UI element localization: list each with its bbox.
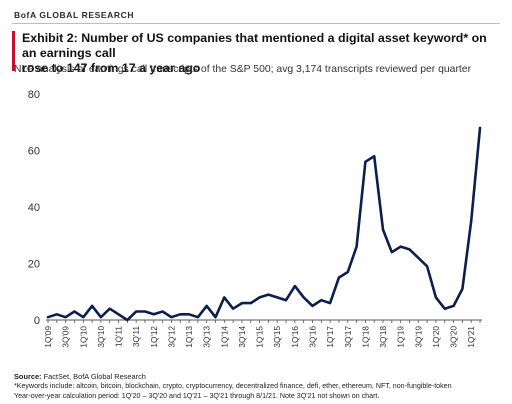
source-note: Source: FactSet, BofA Global Research	[14, 372, 146, 381]
source-label: Source:	[14, 372, 42, 381]
exhibit-title: Exhibit 2: Number of US companies that m…	[22, 31, 502, 76]
x-tick-label: 3Q'18	[379, 326, 388, 348]
x-tick-label: 1Q'20	[432, 326, 441, 348]
x-tick-label: 3Q'16	[308, 326, 317, 348]
x-tick-label: 1Q'11	[115, 326, 124, 347]
x-tick-label: 3Q'10	[97, 326, 106, 348]
x-tick-label: 3Q'11	[132, 326, 141, 347]
header-divider	[12, 23, 500, 24]
y-tick-label: 80	[28, 89, 40, 101]
x-tick-label: 1Q'14	[220, 326, 229, 348]
x-tick-label: 1Q'13	[185, 326, 194, 348]
x-tick-label: 1Q'16	[291, 326, 300, 348]
keywords-footnote: *Keywords include: altcoin, bitcoin, blo…	[14, 382, 452, 390]
line-chart: 0 20 40 60 80 1Q'09 3Q'09 1Q'10 3Q'10 1Q'11 3Q'11…	[28, 89, 482, 348]
x-tick-label: 1Q'12	[150, 326, 159, 348]
y-axis: 0 20 40 60 80	[28, 89, 40, 327]
title-accent-bar	[12, 31, 15, 71]
source-text: FactSet, BofA Global Research	[41, 372, 146, 381]
x-tick-label: 3Q'15	[273, 326, 282, 348]
x-tick-label: 1Q'15	[256, 326, 265, 348]
x-tick-label: 3Q'12	[167, 326, 176, 348]
x-tick-label: 1Q'18	[361, 326, 370, 348]
y-tick-label: 20	[28, 259, 40, 271]
x-tick-label: 3Q'14	[238, 326, 247, 348]
x-tick-label: 3Q'20	[450, 326, 459, 348]
exhibit-subtitle: NLP analysis of earnings call transcript…	[14, 64, 472, 75]
x-tick-label: 1Q'10	[79, 326, 88, 348]
exhibit-title-block: Exhibit 2: Number of US companies that m…	[12, 31, 502, 76]
y-tick-label: 60	[28, 146, 40, 158]
y-tick-label: 40	[28, 202, 40, 214]
x-tick-label: 1Q'21	[467, 326, 476, 348]
x-tick-label: 1Q'19	[397, 326, 406, 348]
exhibit-title-line-2: rose to 147 from 17 a year ago	[22, 61, 201, 75]
x-tick-label: 3Q'19	[414, 326, 423, 348]
x-tick-label: 1Q'17	[326, 326, 335, 348]
x-tick-label: 3Q'09	[62, 326, 71, 348]
x-tick-label: 1Q'09	[44, 326, 53, 348]
calculation-footnote: Year-over-year calculation period: 1Q'20…	[14, 392, 380, 400]
brand-label: BofA GLOBAL RESEARCH	[14, 10, 135, 20]
exhibit-title-line-1: Exhibit 2: Number of US companies that m…	[22, 31, 487, 60]
x-tick-label: 3Q'17	[344, 326, 353, 348]
x-tick-label: 3Q'13	[203, 326, 212, 348]
y-tick-label: 0	[34, 315, 40, 327]
x-axis: 1Q'09 3Q'09 1Q'10 3Q'10 1Q'11 3Q'11 1Q'12 3Q'12…	[44, 320, 481, 348]
series-line	[46, 126, 482, 322]
